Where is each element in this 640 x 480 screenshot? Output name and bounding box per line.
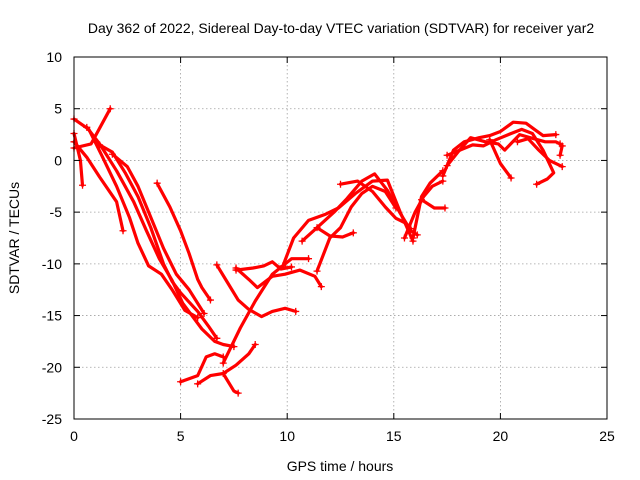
- data-point-marker: [552, 131, 560, 139]
- data-point-marker: [418, 196, 426, 204]
- data-point-marker: [556, 151, 564, 159]
- x-axis-label: GPS time / hours: [287, 458, 394, 474]
- y-tick-label: -20: [42, 359, 62, 375]
- series-arc-6: [97, 143, 219, 340]
- y-axis-label: SDTVAR / TECUs: [6, 182, 22, 294]
- data-point-marker: [317, 283, 325, 291]
- y-tick-label: 5: [54, 101, 62, 117]
- x-tick-label: 15: [386, 428, 402, 444]
- data-point-marker: [292, 307, 300, 315]
- data-markers: [70, 105, 566, 397]
- series-arc-10: [196, 342, 257, 386]
- data-point-marker: [443, 151, 451, 159]
- series-arc-9: [179, 352, 225, 384]
- data-point-marker: [230, 343, 238, 351]
- data-point-marker: [305, 255, 313, 263]
- data-point-marker: [400, 234, 408, 242]
- data-point-marker: [507, 174, 515, 182]
- series-arc-7: [110, 152, 206, 316]
- series-arc-21: [402, 179, 445, 240]
- data-point-marker: [409, 234, 417, 242]
- data-point-marker: [219, 353, 227, 361]
- data-point-marker: [486, 136, 494, 144]
- data-point-marker: [200, 310, 208, 318]
- data-point-marker: [108, 150, 116, 158]
- x-tick-label: 20: [493, 428, 509, 444]
- series-arc-22: [411, 169, 445, 240]
- data-point-marker: [413, 231, 421, 239]
- y-tick-label: 10: [46, 49, 62, 65]
- data-point-marker: [443, 162, 451, 170]
- data-point-marker: [313, 224, 321, 232]
- axis-ticks: 0 5 10 15 20 25 -25 -20 -15 -10 -5 0 5 10: [42, 49, 615, 444]
- data-point-marker: [219, 369, 227, 377]
- series-arc-20: [338, 179, 413, 231]
- data-point-marker: [439, 172, 447, 180]
- y-tick-label: -15: [42, 308, 62, 324]
- data-point-marker: [206, 296, 214, 304]
- data-point-marker: [298, 237, 306, 245]
- series-arc-12: [221, 371, 240, 395]
- data-point-marker: [119, 227, 127, 235]
- y-tick-label: -5: [50, 204, 63, 220]
- series-arc-11: [215, 263, 298, 319]
- x-tick-label: 5: [177, 428, 185, 444]
- data-point-marker: [194, 380, 202, 388]
- data-point-marker: [407, 225, 415, 233]
- series-arc-27: [488, 138, 513, 180]
- data-point-marker: [349, 229, 357, 237]
- series-arc-23: [419, 198, 447, 210]
- data-point-marker: [337, 180, 344, 188]
- data-point-marker: [232, 266, 240, 274]
- x-tick-label: 25: [599, 428, 615, 444]
- data-point-marker: [213, 334, 221, 342]
- series-arc-24: [441, 120, 558, 178]
- series-arc-14: [234, 266, 323, 290]
- series-arc-3: [72, 140, 125, 233]
- x-tick-label: 0: [70, 428, 78, 444]
- data-point-marker: [96, 141, 104, 149]
- data-point-marker: [287, 263, 295, 271]
- data-point-marker: [106, 105, 114, 113]
- series-arc-25: [445, 133, 562, 168]
- data-point-marker: [177, 378, 185, 386]
- y-tick-label: -25: [42, 411, 62, 427]
- series-arc-28: [515, 137, 564, 169]
- series-arc-19: [315, 226, 355, 239]
- data-point-marker: [251, 341, 259, 349]
- data-point-marker: [153, 179, 161, 187]
- data-point-marker: [392, 204, 400, 212]
- chart-title: Day 362 of 2022, Sidereal Day-to-day VTE…: [88, 20, 594, 36]
- plot-frame: [73, 56, 608, 420]
- series-arc-26: [445, 127, 556, 186]
- data-point-marker: [441, 204, 449, 212]
- data-point-marker: [79, 181, 87, 189]
- data-point-marker: [219, 359, 227, 367]
- data-point-marker: [313, 267, 321, 275]
- data-point-marker: [279, 262, 287, 270]
- series-arc-13: [221, 257, 311, 365]
- data-traces: [72, 107, 564, 395]
- data-point-marker: [513, 138, 521, 146]
- series-arc-4: [72, 117, 200, 320]
- data-point-marker: [533, 180, 541, 188]
- data-point-marker: [83, 123, 91, 131]
- y-tick-label: 0: [54, 152, 62, 168]
- x-tick-label: 10: [279, 428, 295, 444]
- data-point-marker: [213, 261, 221, 269]
- data-point-marker: [234, 389, 242, 397]
- data-point-marker: [558, 142, 566, 150]
- data-point-marker: [194, 314, 202, 322]
- data-point-marker: [558, 163, 566, 171]
- y-tick-label: -10: [42, 256, 62, 272]
- series-arc-8: [155, 181, 212, 302]
